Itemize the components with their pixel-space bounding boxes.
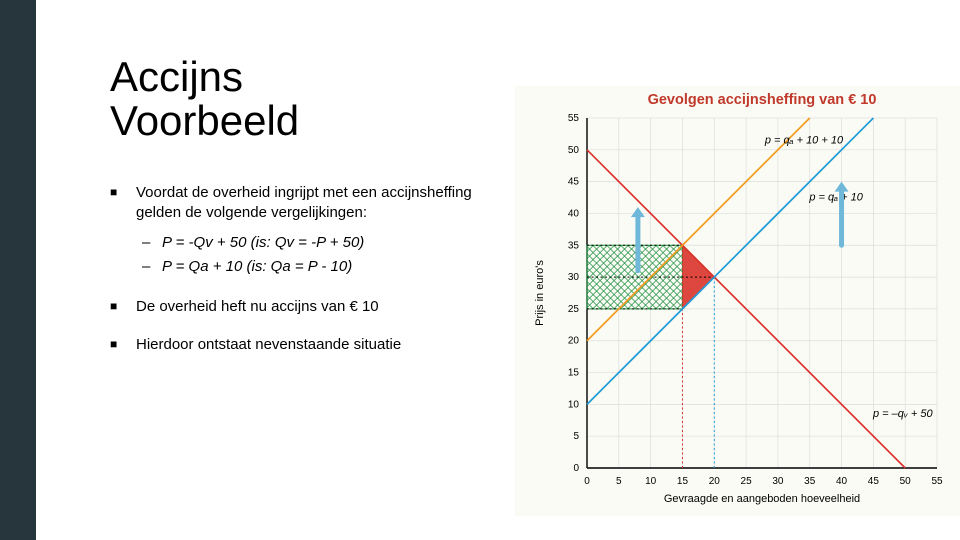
svg-text:0: 0 — [584, 476, 590, 487]
title-line-1: Accijns — [110, 53, 243, 100]
svg-text:5: 5 — [573, 431, 579, 442]
svg-text:0: 0 — [573, 463, 579, 474]
text-column: Accijns Voorbeeld Voordat de overheid in… — [110, 55, 500, 373]
bullet-2: De overheid heft nu accijns van € 10 — [110, 297, 500, 317]
svg-text:45: 45 — [568, 177, 580, 188]
svg-text:25: 25 — [568, 304, 580, 315]
svg-text:Gevraagde en aangeboden hoevee: Gevraagde en aangeboden hoeveelheid — [664, 493, 860, 505]
bullet-3: Hierdoor ontstaat nevenstaande situatie — [110, 335, 500, 355]
title-line-2: Voorbeeld — [110, 97, 299, 144]
accent-stripe — [0, 0, 36, 540]
chart: Gevolgen accijnsheffing van € 10 0 5 10 15 20… — [515, 86, 960, 516]
svg-text:10: 10 — [568, 399, 580, 410]
sub-1: P = -Qv + 50 (is: Qv = -P + 50) — [136, 232, 500, 255]
svg-text:40: 40 — [568, 208, 580, 219]
bullet-1: Voordat de overheid ingrijpt met een acc… — [110, 183, 500, 279]
svg-text:Prijs in euro's: Prijs in euro's — [534, 260, 546, 326]
svg-text:35: 35 — [568, 240, 580, 251]
svg-text:p = –qᵥ + 50: p = –qᵥ + 50 — [872, 408, 933, 420]
svg-text:30: 30 — [568, 272, 580, 283]
chart-svg: Gevolgen accijnsheffing van € 10 0 5 10 15 20… — [515, 86, 960, 516]
svg-text:15: 15 — [568, 368, 580, 379]
svg-text:20: 20 — [709, 476, 721, 487]
svg-text:25: 25 — [741, 476, 753, 487]
page-title: Accijns Voorbeeld — [110, 55, 500, 143]
bullet-1-sublist: P = -Qv + 50 (is: Qv = -P + 50) P = Qa +… — [136, 232, 500, 279]
svg-text:10: 10 — [645, 476, 657, 487]
svg-text:45: 45 — [868, 476, 880, 487]
bullet-list: Voordat de overheid ingrijpt met een acc… — [110, 183, 500, 355]
svg-text:15: 15 — [677, 476, 689, 487]
sub-2: P = Qa + 10 (is: Qa = P - 10) — [136, 256, 500, 279]
svg-text:50: 50 — [900, 476, 912, 487]
svg-text:40: 40 — [836, 476, 848, 487]
svg-text:p = qₐ + 10: p = qₐ + 10 — [808, 192, 863, 204]
svg-text:30: 30 — [772, 476, 784, 487]
svg-text:5: 5 — [616, 476, 622, 487]
svg-text:p = qₐ + 10 + 10: p = qₐ + 10 + 10 — [764, 134, 844, 146]
svg-text:20: 20 — [568, 336, 580, 347]
svg-text:55: 55 — [931, 476, 943, 487]
svg-text:35: 35 — [804, 476, 816, 487]
svg-text:Gevolgen accijnsheffing van €: Gevolgen accijnsheffing van € 10 — [648, 92, 877, 108]
bullet-1-text: Voordat de overheid ingrijpt met een acc… — [136, 184, 472, 221]
svg-text:55: 55 — [568, 113, 580, 124]
svg-text:50: 50 — [568, 145, 580, 156]
